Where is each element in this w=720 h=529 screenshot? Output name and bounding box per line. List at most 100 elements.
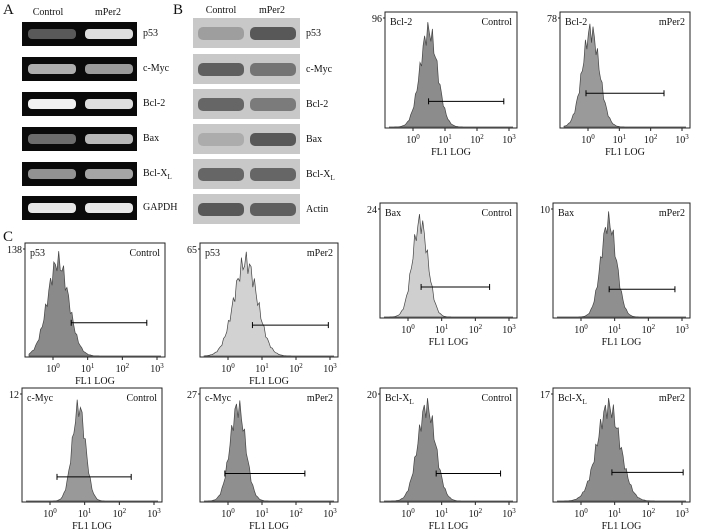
tick-base: 10 xyxy=(435,325,445,336)
band-label-main: GAPDH xyxy=(143,202,177,213)
tick-base: 10 xyxy=(255,509,265,520)
tick-exponent: 2 xyxy=(123,507,127,515)
blot-band xyxy=(250,168,296,181)
tick-exponent: 1 xyxy=(445,323,449,331)
tick-base: 10 xyxy=(675,325,685,336)
tick-base: 10 xyxy=(581,135,591,146)
band-label-sub: L xyxy=(330,174,334,182)
tick-base: 10 xyxy=(502,509,512,520)
marker-label-main: c-Myc xyxy=(27,393,54,404)
x-axis-label: FL1 LOG xyxy=(602,337,642,348)
x-axis-label: FL1 LOG xyxy=(429,337,469,348)
band-label-sub: L xyxy=(167,173,171,181)
blot-band xyxy=(198,203,244,216)
tick-exponent: 1 xyxy=(91,362,95,370)
gel-band xyxy=(85,203,133,213)
x-tick-label: 103 xyxy=(675,323,689,336)
band-label-main: Bax xyxy=(306,134,322,145)
tick-base: 10 xyxy=(150,364,160,375)
y-max-label: 78 xyxy=(547,14,557,25)
x-tick-label: 103 xyxy=(502,323,516,336)
tick-exponent: 0 xyxy=(584,507,588,515)
x-tick-label: 101 xyxy=(608,507,622,520)
tick-base: 10 xyxy=(289,509,299,520)
band-label-main: Bcl-X xyxy=(306,169,331,180)
tick-base: 10 xyxy=(469,509,479,520)
condition-label: mPer2 xyxy=(307,393,333,404)
y-max-label: 27 xyxy=(187,390,197,401)
tick-exponent: 0 xyxy=(416,133,420,141)
gel-band xyxy=(85,29,133,39)
tick-exponent: 0 xyxy=(231,507,235,515)
x-tick-label: 103 xyxy=(675,507,689,520)
plot-frame xyxy=(379,202,518,319)
blot-band xyxy=(250,63,296,76)
histogram xyxy=(389,22,513,128)
tick-exponent: 3 xyxy=(157,507,161,515)
tick-exponent: 0 xyxy=(411,323,415,331)
band-label: Bcl-2 xyxy=(306,99,328,110)
tick-exponent: 2 xyxy=(299,507,303,515)
tick-exponent: 1 xyxy=(618,507,622,515)
band-label-main: c-Myc xyxy=(143,63,170,74)
histogram xyxy=(204,400,334,502)
column-header: Control xyxy=(206,5,237,16)
marker-label-sub: L xyxy=(409,398,413,406)
gel-band xyxy=(28,134,76,144)
x-axis-label: FL1 LOG xyxy=(249,376,289,387)
plot-frame xyxy=(384,11,518,129)
marker-label: Bax xyxy=(385,208,401,219)
column-header: mPer2 xyxy=(95,7,121,18)
x-tick-label: 103 xyxy=(502,507,516,520)
gel-band xyxy=(85,64,133,74)
x-tick-label: 100 xyxy=(221,362,235,375)
tick-base: 10 xyxy=(438,135,448,146)
tick-exponent: 2 xyxy=(480,133,484,141)
marker-label-main: c-Myc xyxy=(205,393,232,404)
y-max-label: 24 xyxy=(367,205,377,216)
condition-label: mPer2 xyxy=(659,17,685,28)
tick-base: 10 xyxy=(401,325,411,336)
band-label-main: Bax xyxy=(143,133,159,144)
x-tick-label: 100 xyxy=(401,507,415,520)
tick-base: 10 xyxy=(401,509,411,520)
band-label: Bcl-XL xyxy=(306,169,335,182)
marker-label-main: Bcl-2 xyxy=(390,17,412,28)
marker-label-main: p53 xyxy=(205,248,220,259)
tick-base: 10 xyxy=(81,364,91,375)
plot-frame xyxy=(552,387,691,503)
x-tick-label: 101 xyxy=(435,507,449,520)
blot-band xyxy=(198,168,244,181)
tick-exponent: 3 xyxy=(512,507,516,515)
x-axis-label: FL1 LOG xyxy=(431,147,471,158)
band-label-main: c-Myc xyxy=(306,64,333,75)
blot-band xyxy=(250,98,296,111)
tick-exponent: 1 xyxy=(623,133,627,141)
x-tick-label: 102 xyxy=(469,507,483,520)
y-max-label: 20 xyxy=(367,390,377,401)
marker-label: Bcl-XL xyxy=(385,393,414,406)
x-tick-label: 100 xyxy=(574,507,588,520)
x-tick-label: 100 xyxy=(221,507,235,520)
gel-band xyxy=(85,99,133,109)
histogram xyxy=(28,251,161,357)
band-label: Bcl-2 xyxy=(143,98,165,109)
band-label-main: p53 xyxy=(306,28,321,39)
tick-base: 10 xyxy=(469,325,479,336)
gel-band xyxy=(28,64,76,74)
marker-label: c-Myc xyxy=(205,393,232,404)
gel-band xyxy=(28,203,76,213)
tick-exponent: 3 xyxy=(160,362,164,370)
blot-band xyxy=(198,63,244,76)
y-max-label: 65 xyxy=(187,245,197,256)
x-tick-label: 100 xyxy=(574,323,588,336)
blot-band xyxy=(198,27,244,40)
x-tick-label: 101 xyxy=(608,323,622,336)
y-max-label: 138 xyxy=(7,245,22,256)
x-tick-label: 103 xyxy=(502,133,516,146)
plot-frame xyxy=(199,242,339,358)
tick-base: 10 xyxy=(221,509,231,520)
marker-label-main: Bax xyxy=(385,208,401,219)
gel-band xyxy=(85,169,133,179)
